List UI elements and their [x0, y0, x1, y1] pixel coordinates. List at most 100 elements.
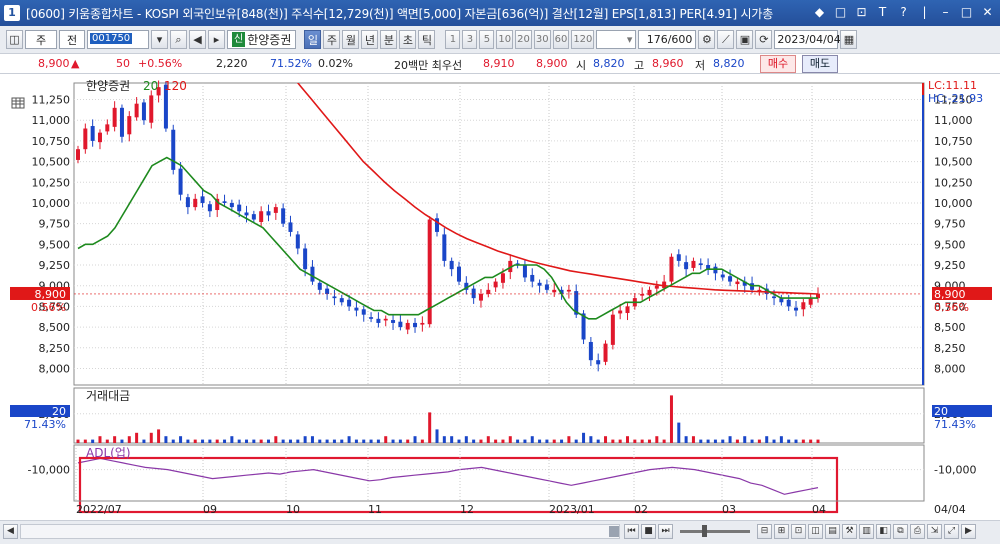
candle-body — [603, 343, 608, 362]
candle-body — [742, 281, 747, 286]
price-tick-left: 8,500 — [39, 321, 71, 334]
volume-bar — [545, 439, 549, 443]
speaker-icon[interactable]: ◀ — [189, 30, 206, 49]
interval-10-button[interactable]: 10 — [496, 30, 514, 49]
chevron-down-icon[interactable]: ▾ — [151, 30, 168, 49]
candle-body — [259, 211, 264, 223]
interval-120-button[interactable]: 120 — [571, 30, 595, 49]
tools-icon[interactable]: ⚒ — [842, 524, 857, 539]
grid-icon[interactable] — [11, 97, 25, 109]
layout-icon[interactable]: ◫ — [6, 30, 23, 49]
calendar-icon[interactable]: ▦ — [840, 30, 858, 49]
candle-body — [574, 291, 579, 315]
volume-ratio: 71.52% — [270, 57, 312, 70]
panel-icon[interactable]: ▤ — [825, 524, 840, 539]
chart-area[interactable]: 11,250 11,250 11,000 11,000 10,750 10,750 10,5… — [0, 75, 1000, 520]
period-month-button[interactable]: 월 — [342, 30, 360, 49]
refresh-icon[interactable]: ⟳ — [755, 30, 773, 49]
view-icon[interactable]: ⊡ — [791, 524, 806, 539]
interval-3-button[interactable]: 3 — [462, 30, 478, 49]
bar-counter[interactable]: 176/600 — [638, 30, 697, 49]
window-alt-icon[interactable]: ⊡ — [856, 5, 867, 19]
search-icon[interactable]: ⌕ — [170, 30, 187, 49]
volume-bar — [647, 439, 651, 443]
line-tool-icon[interactable]: ⟋ — [717, 30, 735, 49]
period-minute-button[interactable]: 분 — [380, 30, 398, 49]
volume-bar — [801, 439, 805, 443]
candle-body — [808, 298, 813, 305]
period-year-button[interactable]: 년 — [361, 30, 379, 49]
x-tick-label: 11 — [368, 503, 382, 516]
horizontal-scrollbar[interactable] — [20, 524, 620, 539]
period-second-button[interactable]: 초 — [399, 30, 417, 49]
interval-60-button[interactable]: 60 — [552, 30, 570, 49]
price-tick-right: 10,000 — [934, 197, 973, 210]
chart-type-icon[interactable]: ▥ — [859, 524, 874, 539]
help-icon[interactable]: ? — [900, 5, 907, 19]
market-select[interactable]: 주 — [25, 30, 57, 49]
stock-code-input[interactable]: 001750 — [87, 30, 149, 49]
price-tick-right: 9,250 — [934, 259, 966, 272]
buy-button[interactable]: 매수 — [760, 55, 796, 73]
export-icon[interactable]: ⇲ — [927, 524, 942, 539]
price-tick-left: 9,500 — [39, 238, 71, 251]
candle-body — [618, 310, 623, 314]
interval-20-button[interactable]: 20 — [515, 30, 532, 49]
volume-badge-right-text: 20 — [934, 405, 948, 418]
minimize-icon[interactable]: – — [942, 5, 949, 19]
stop-icon[interactable]: ■ — [641, 524, 656, 539]
candle-body — [119, 107, 124, 137]
maximize-icon[interactable]: □ — [960, 5, 973, 19]
price-tick-left: 8,000 — [39, 362, 71, 375]
price-tick-left: 10,750 — [32, 135, 71, 148]
candle-body — [640, 293, 645, 296]
zoom-out-icon[interactable]: ⊟ — [757, 524, 772, 539]
interval-1-button[interactable]: 1 — [445, 30, 461, 49]
zoom-slider[interactable] — [680, 530, 750, 533]
layout-split-icon[interactable]: ◫ — [808, 524, 823, 539]
zoom-knob[interactable] — [702, 525, 707, 537]
scroll-right-icon[interactable]: ▶ — [961, 524, 976, 539]
first-icon[interactable]: ⏮ — [624, 524, 639, 539]
volume-bar — [530, 436, 534, 443]
save-icon[interactable]: ▣ — [736, 30, 754, 49]
volume-bar — [127, 436, 131, 443]
ma120-line — [296, 83, 819, 295]
close-icon[interactable]: ✕ — [982, 5, 993, 19]
expand-icon[interactable]: ⤢ — [944, 524, 959, 539]
candle-body — [310, 266, 315, 282]
period-tick-button[interactable]: 틱 — [418, 30, 436, 49]
compare-icon[interactable]: ⧉ — [893, 524, 908, 539]
print-icon[interactable]: ⎙ — [910, 524, 925, 539]
link-icon[interactable]: ◆ — [814, 5, 825, 19]
up-arrow-icon: ▲ — [71, 57, 80, 70]
settings-icon[interactable]: ⚙ — [698, 30, 716, 49]
window-icon[interactable]: □ — [834, 5, 847, 19]
candle-body — [757, 289, 762, 292]
volume-bar — [574, 439, 578, 443]
stock-chart[interactable]: 11,250 11,250 11,000 11,000 10,750 10,750 10,5… — [0, 75, 1000, 520]
all-select[interactable]: 전 — [59, 30, 85, 49]
period-day-button[interactable]: 일 — [304, 30, 322, 49]
zoom-in-icon[interactable]: ⊞ — [774, 524, 789, 539]
text-icon[interactable]: T — [878, 5, 887, 19]
scroll-thumb[interactable] — [609, 526, 619, 537]
volume-badge-left-text: 20 — [52, 405, 66, 418]
candle-body — [229, 202, 234, 208]
x-tick-label: 04 — [812, 503, 826, 516]
candle-body — [676, 254, 681, 261]
custom-interval-select[interactable]: ▾ — [596, 30, 637, 49]
period-week-button[interactable]: 주 — [323, 30, 341, 49]
volume-bar — [618, 439, 622, 443]
arrow-icon[interactable]: ▸ — [208, 30, 225, 49]
interval-5-button[interactable]: 5 — [479, 30, 495, 49]
scroll-left-icon[interactable]: ◀ — [3, 524, 18, 539]
overlay-icon[interactable]: ◧ — [876, 524, 891, 539]
volume-bar — [560, 439, 564, 443]
sell-button[interactable]: 매도 — [802, 55, 838, 73]
candle-body — [295, 234, 300, 249]
last-icon[interactable]: ⏭ — [658, 524, 673, 539]
date-input[interactable]: 2023/04/04 — [774, 30, 841, 49]
interval-30-button[interactable]: 30 — [533, 30, 551, 49]
price-badge-right-text: 8,900 — [934, 288, 966, 301]
